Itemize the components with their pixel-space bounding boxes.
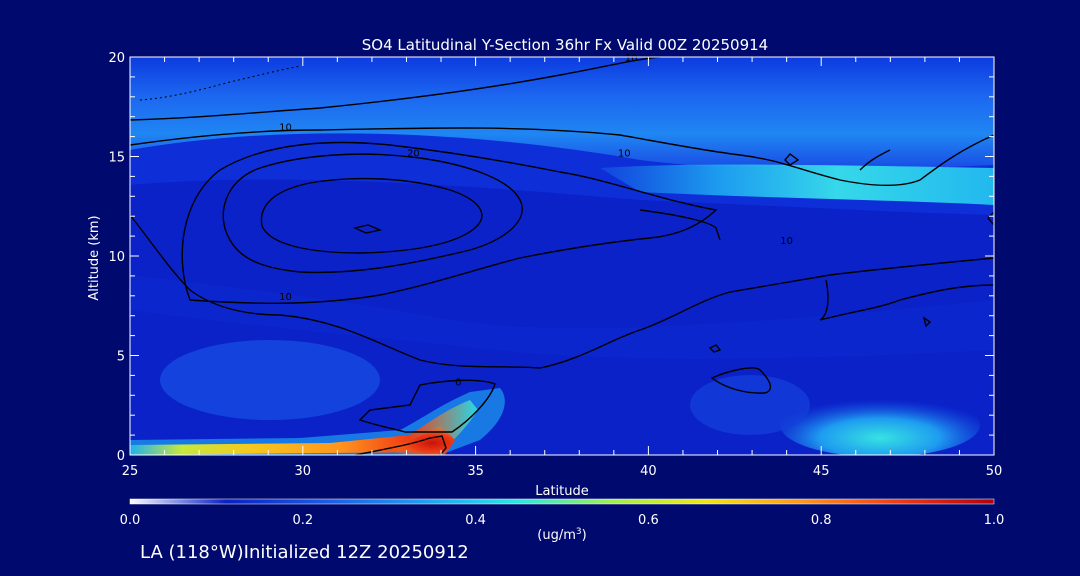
low-patch-north [780, 393, 980, 455]
colorbar-unit-close: ) [582, 528, 587, 543]
contour-line [819, 279, 995, 321]
colorbar-tick-label: 0.8 [811, 513, 832, 528]
colorbar-tick-label: 0.2 [292, 513, 313, 528]
contour-value-label: 20 [407, 149, 420, 160]
y-axis-ticks: 0 5 10 15 20 [108, 51, 994, 464]
dotted-contours [139, 65, 301, 101]
y-tick-label: 10 [108, 250, 125, 265]
contour-labels: 10 20 10 10 10 10 0 [279, 53, 793, 388]
contour-value-label: 0 [455, 377, 461, 388]
contour-line [859, 149, 891, 171]
contour-value-label: 10 [279, 292, 292, 303]
colorbar-unit-text: (ug/m [537, 528, 576, 543]
colorbar-tick-label: 0.6 [638, 513, 659, 528]
contour-line [129, 214, 995, 369]
y-axis-label: Altitude (km) [87, 215, 102, 300]
contour-line [354, 435, 447, 456]
y-tick-label: 0 [117, 449, 125, 464]
location-init-label: LA (118°W)Initialized 12Z 20250912 [140, 542, 469, 563]
surface-plume [130, 400, 478, 455]
contour-line [260, 177, 483, 254]
x-tick-label: 30 [295, 464, 312, 479]
concentration-field [130, 57, 994, 455]
colorbar-ticks: 0.0 0.2 0.4 0.6 0.8 1.0 [120, 513, 1005, 528]
contour-line [139, 65, 301, 101]
contour-line [710, 367, 772, 394]
low-patch-mid [690, 375, 810, 435]
x-tick-label: 35 [467, 464, 484, 479]
x-tick-label: 25 [122, 464, 139, 479]
contour-line [639, 209, 721, 241]
contour-line [352, 224, 383, 234]
contour-line [784, 153, 800, 166]
contour-value-label: 10 [279, 123, 292, 134]
y-tick-label: 20 [108, 51, 125, 66]
x-tick-label: 40 [640, 464, 657, 479]
chart-title: SO4 Latitudinal Y-Section 36hr Fx Valid … [362, 36, 768, 54]
contour-line [987, 211, 995, 226]
x-axis-label: Latitude [535, 484, 589, 499]
contour-line [922, 316, 932, 328]
low-patch-south [160, 340, 380, 420]
y-tick-label: 5 [117, 350, 125, 365]
colorbar [129, 498, 995, 505]
contour-line [181, 141, 718, 304]
colorbar-unit: (ug/m3) [537, 527, 586, 543]
mid-layer [130, 275, 994, 359]
contour-value-label: 10 [625, 53, 638, 64]
contour-line [129, 127, 995, 186]
colorbar-tick-label: 0.4 [465, 513, 486, 528]
colorbar-unit-sup: 3 [576, 527, 582, 537]
contour-value-label: 10 [618, 149, 631, 160]
contour-value-label: 10 [780, 236, 793, 247]
contour-line [222, 153, 523, 274]
colorbar-tick-label: 0.0 [120, 513, 141, 528]
x-tick-label: 45 [813, 464, 830, 479]
y-tick-label: 15 [108, 151, 125, 166]
x-tick-label: 50 [986, 464, 1003, 479]
contour-line [708, 344, 722, 353]
contour-line [358, 379, 496, 433]
contour-line [129, 56, 661, 121]
contour-lines [129, 56, 995, 456]
x-axis-ticks: 25 30 35 40 45 50 [122, 57, 1003, 479]
colorbar-tick-label: 1.0 [984, 513, 1005, 528]
upper-streak [600, 164, 994, 205]
